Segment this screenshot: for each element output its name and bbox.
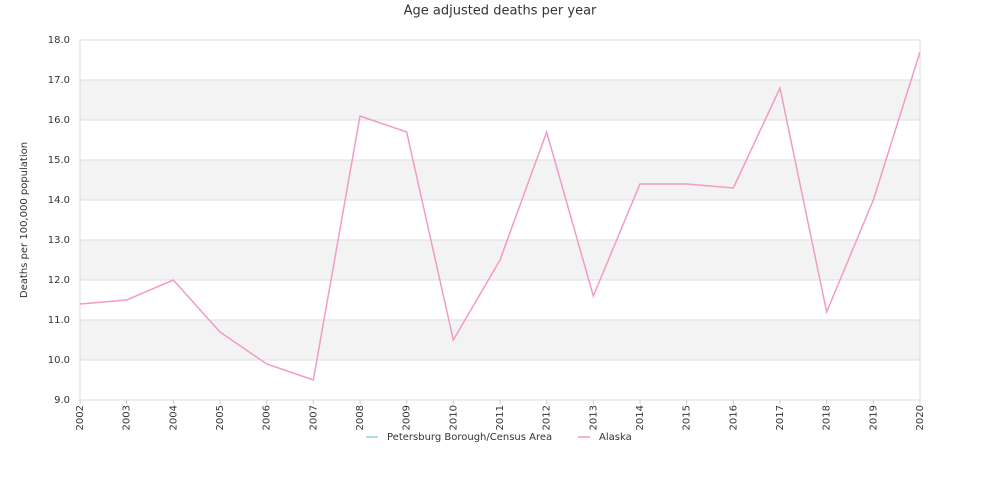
y-tick-label: 10.0 [48,355,70,366]
legend-label: Alaska [599,432,632,443]
y-tick-label: 13.0 [48,235,70,246]
legend-background [574,430,640,444]
y-tick-label: 9.0 [54,395,70,406]
x-tick-label: 2009 [402,405,413,430]
x-tick-label: 2012 [542,405,553,430]
x-tick-label: 2016 [728,405,739,430]
x-tick-label: 2020 [915,405,926,430]
x-tick-label: 2007 [308,405,319,430]
x-tick-label: 2013 [588,405,599,430]
y-tick-label: 18.0 [48,35,70,46]
y-tick-label: 17.0 [48,75,70,86]
x-tick-label: 2010 [448,405,459,430]
x-tick-label: 2018 [822,405,833,430]
grid-band [80,160,920,200]
x-tick-label: 2006 [262,405,273,430]
y-tick-label: 15.0 [48,155,70,166]
legend-background [362,430,576,444]
x-tick-label: 2002 [75,405,86,430]
x-tick-label: 2014 [635,405,646,430]
x-tick-label: 2005 [215,405,226,430]
x-tick-label: 2011 [495,405,506,430]
legend-label: Petersburg Borough/Census Area [387,432,552,443]
x-tick-label: 2017 [775,405,786,430]
y-tick-label: 16.0 [48,115,70,126]
x-tick-label: 2004 [168,405,179,430]
grid-band [80,80,920,120]
x-tick-label: 2019 [868,405,879,430]
y-tick-label: 14.0 [48,195,70,206]
series-line [79,51,921,381]
x-tick-label: 2015 [682,405,693,430]
y-tick-label: 12.0 [48,275,70,286]
x-tick-label: 2008 [355,405,366,430]
chart-title: Age adjusted deaths per year [404,4,597,19]
x-tick-label: 2003 [122,405,133,430]
grid-band [80,320,920,360]
y-axis-label: Deaths per 100,000 population [19,142,30,298]
y-tick-label: 11.0 [48,315,70,326]
